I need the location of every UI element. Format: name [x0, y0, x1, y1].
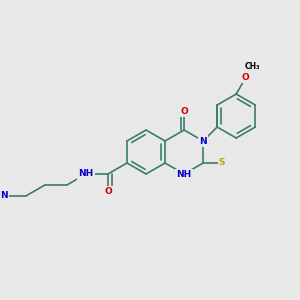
Text: S: S [219, 158, 225, 167]
Text: N: N [200, 136, 207, 146]
Text: N: N [0, 191, 8, 200]
Text: O: O [104, 187, 112, 196]
Text: NH: NH [176, 170, 192, 179]
Text: CH₃: CH₃ [244, 62, 260, 71]
Text: O: O [180, 107, 188, 116]
Text: O: O [242, 73, 249, 82]
Text: NH: NH [78, 169, 94, 178]
